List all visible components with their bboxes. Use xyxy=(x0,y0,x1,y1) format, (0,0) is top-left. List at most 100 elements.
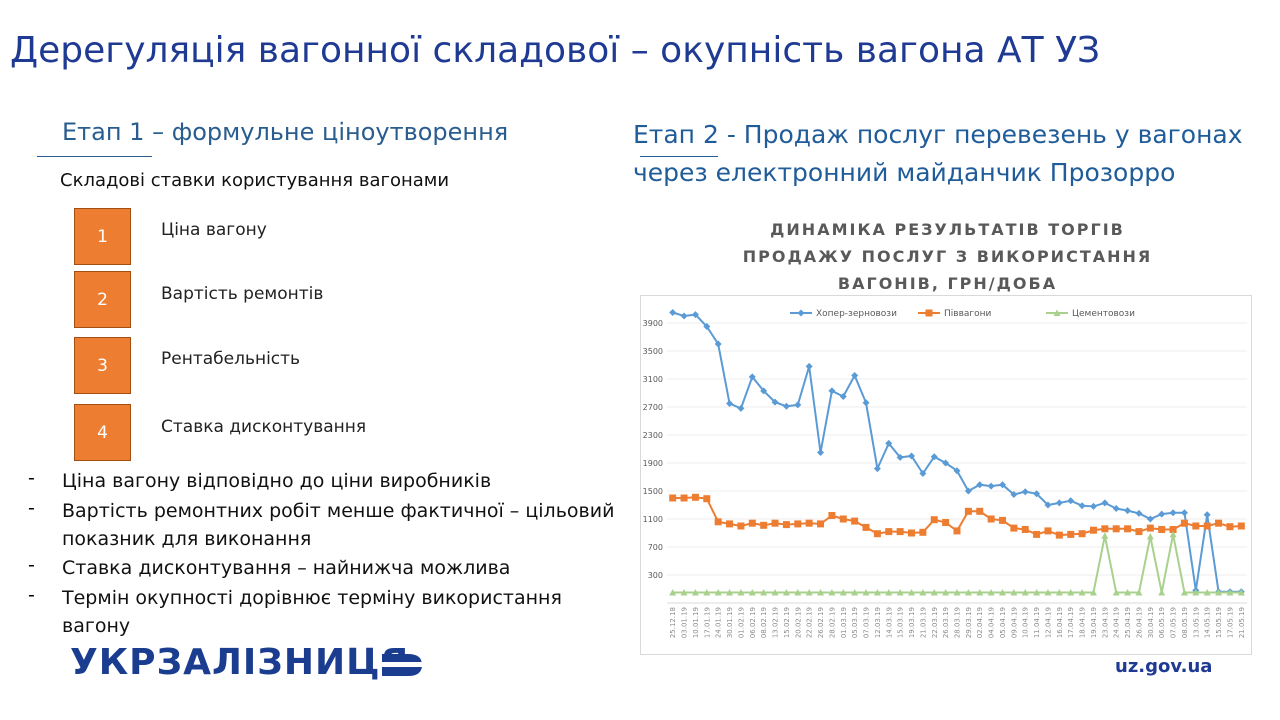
bullet: Термін окупності дорівнює терміну викори… xyxy=(62,587,562,637)
x-tick-label: 07.03.19 xyxy=(863,607,871,638)
slide-title: Дерегуляція вагонної складової – окупніс… xyxy=(10,30,1101,71)
x-tick-label: 30.04.19 xyxy=(1147,607,1155,638)
x-tick-label: 15.02.19 xyxy=(783,607,791,638)
marker xyxy=(1169,526,1177,533)
marker xyxy=(691,493,699,501)
marker xyxy=(998,589,1006,596)
x-tick-label: 01.03.19 xyxy=(840,607,848,638)
marker xyxy=(1203,522,1211,530)
y-tick-label: 2700 xyxy=(643,403,663,412)
x-tick-label: 05.04.19 xyxy=(999,607,1007,638)
logo-emblem xyxy=(378,654,424,676)
marker xyxy=(953,467,961,475)
marker xyxy=(726,589,734,596)
bullet-dash: - xyxy=(28,467,35,489)
x-tick-label: 17.01.19 xyxy=(703,607,711,638)
marker xyxy=(953,527,961,535)
marker xyxy=(998,516,1006,524)
y-tick-label: 700 xyxy=(648,543,663,552)
marker xyxy=(839,589,847,596)
marker xyxy=(925,309,933,317)
x-tick-label: 20.02.19 xyxy=(794,607,802,638)
marker xyxy=(1226,523,1234,531)
marker xyxy=(1021,526,1029,533)
marker xyxy=(703,495,711,503)
marker xyxy=(919,470,927,477)
marker xyxy=(930,453,938,461)
x-tick-label: 25.12.18 xyxy=(669,607,677,638)
marker xyxy=(828,387,836,395)
x-tick-label: 19.03.19 xyxy=(908,607,916,638)
x-tick-label: 10.01.19 xyxy=(692,607,700,638)
marker xyxy=(1158,510,1166,518)
y-tick-label: 1500 xyxy=(643,487,663,496)
x-tick-label: 02.04.19 xyxy=(976,607,984,638)
marker xyxy=(964,507,972,515)
marker xyxy=(1158,526,1166,533)
marker xyxy=(794,520,802,528)
marker xyxy=(805,362,813,370)
marker xyxy=(839,515,847,523)
marker xyxy=(1192,589,1200,596)
x-tick-label: 15.03.19 xyxy=(897,607,905,638)
marker xyxy=(714,340,722,348)
marker xyxy=(964,589,972,596)
x-tick-label: 13.02.19 xyxy=(772,607,780,638)
marker xyxy=(1078,530,1086,538)
marker xyxy=(873,589,881,596)
url: uz.gov.ua xyxy=(1115,656,1213,677)
x-tick-label: 22.03.19 xyxy=(931,607,939,638)
marker xyxy=(839,393,847,400)
marker xyxy=(862,523,870,531)
marker xyxy=(669,589,677,596)
marker xyxy=(771,398,779,406)
x-tick-label: 30.01.19 xyxy=(726,607,734,638)
marker xyxy=(1124,507,1132,515)
marker xyxy=(987,515,995,523)
series-line xyxy=(672,534,1242,594)
x-tick-label: 12.03.19 xyxy=(874,607,882,638)
marker xyxy=(1101,532,1109,539)
marker xyxy=(782,402,790,410)
marker xyxy=(737,589,745,596)
x-tick-label: 21.03.19 xyxy=(919,607,927,638)
x-tick-label: 26.02.19 xyxy=(817,607,825,638)
marker xyxy=(851,517,859,525)
marker xyxy=(828,589,836,596)
x-tick-label: 26.03.19 xyxy=(942,607,950,638)
marker xyxy=(1078,502,1086,510)
marker xyxy=(1158,589,1166,596)
marker xyxy=(737,522,745,530)
x-tick-label: 09.04.19 xyxy=(1010,607,1018,638)
marker xyxy=(782,589,790,596)
marker xyxy=(976,481,984,489)
x-tick-label: 10.04.19 xyxy=(1022,607,1030,638)
marker xyxy=(760,521,768,529)
marker xyxy=(714,589,722,596)
marker xyxy=(691,589,699,596)
y-tick-label: 3900 xyxy=(643,319,663,328)
marker xyxy=(805,589,813,596)
marker xyxy=(1135,589,1143,596)
marker xyxy=(817,449,825,456)
legend-label: Хопер-зерновози xyxy=(816,309,897,319)
underline xyxy=(37,156,152,157)
x-tick-label: 06.02.19 xyxy=(749,607,757,638)
x-tick-label: 05.03.19 xyxy=(851,607,859,638)
marker xyxy=(1021,488,1029,496)
right-heading: Етап 2 - Продаж послуг перевезень у ваго… xyxy=(633,120,1243,187)
item-label: Вартість ремонтів xyxy=(161,284,324,304)
marker xyxy=(1067,497,1075,505)
x-tick-label: 15.05.19 xyxy=(1215,607,1223,638)
marker xyxy=(885,439,893,447)
marker xyxy=(1169,530,1177,538)
marker xyxy=(964,487,972,495)
marker xyxy=(873,530,881,538)
marker xyxy=(737,404,745,412)
marker xyxy=(1180,589,1188,596)
marker xyxy=(1044,501,1052,509)
marker xyxy=(1010,491,1018,498)
marker xyxy=(862,399,870,407)
y-tick-label: 1100 xyxy=(643,515,663,524)
